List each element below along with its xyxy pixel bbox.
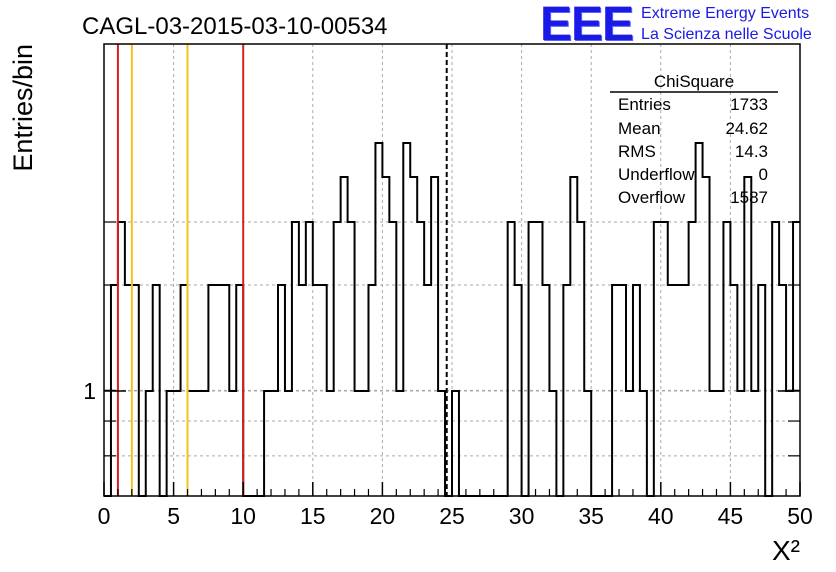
histogram-bin [118,222,125,496]
stats-value: 1587 [730,188,768,207]
histogram-bin [716,391,723,496]
histogram-bin [382,177,389,496]
stats-value: 14.3 [735,142,768,161]
x-tick-label: 35 [578,503,604,529]
histogram-bin [549,391,556,496]
histogram-bin [772,222,779,496]
histogram-bin [355,391,362,496]
stats-label: Underflow [618,165,695,184]
y-tick-label: 1 [83,378,96,404]
stats-label: Overflow [618,188,686,207]
histogram-bin [438,391,445,496]
stats-title: ChiSquare [654,72,734,91]
stats-value: 1733 [730,95,768,114]
x-tick-label: 20 [370,503,396,529]
histogram-bin [786,391,793,496]
histogram-bin [264,391,271,496]
histogram-bin [396,391,403,496]
stats-value: 24.62 [725,119,768,138]
histogram-bin [327,391,334,496]
histogram-bin [584,391,591,496]
histogram-bin [229,391,236,496]
histogram-bin [188,391,195,496]
histogram-bin [723,222,730,496]
eee-logo: EEE Extreme Energy Events La Scienza nel… [540,0,812,51]
x-tick-label: 10 [230,503,256,529]
x-tick-label: 30 [509,503,535,529]
logo-mark: EEE [540,0,634,51]
x-axis-label: X² [772,535,800,566]
logo-line-2: La Scienza nelle Scuole [641,26,812,43]
histogram-bin [508,222,515,496]
logo-line-1: Extreme Energy Events [641,5,810,22]
histogram-bin [201,391,208,496]
histogram-bin [654,222,661,496]
histogram-bin [306,222,313,496]
x-tick-label: 0 [98,503,111,529]
stats-label: Mean [618,119,661,138]
histogram-bin [194,391,201,496]
chart-title: CAGL-03-2015-03-10-00534 [82,13,388,40]
histogram-bin [285,391,292,496]
histogram-bin [577,222,584,496]
histogram-bin [417,222,424,496]
stats-label: RMS [618,142,656,161]
histogram-bin [689,222,696,496]
histogram-bin [389,222,396,496]
histogram-bin [640,391,647,496]
x-tick-label: 45 [718,503,744,529]
histogram-bin [375,143,382,496]
histogram-bin [744,177,751,496]
histogram-bin [174,391,181,496]
histogram-bin [431,177,438,496]
histogram-bin [334,222,341,496]
histogram-bin [737,391,744,496]
stats-label: Entries [618,95,671,114]
histogram-bin [536,222,543,496]
x-tick-label: 25 [439,503,465,529]
histogram-bin [570,177,577,496]
x-tick-label: 40 [648,503,674,529]
logo-text: Extreme Energy Events La Scienza nelle S… [641,3,812,45]
histogram-bin [292,222,299,496]
stats-box: ChiSquare Entries 1733 Mean 24.62 RMS 14… [610,72,778,207]
x-tick-label: 15 [300,503,326,529]
histogram-bin [167,391,174,496]
histogram-bin [661,222,668,496]
x-tick-label: 5 [167,503,180,529]
histogram-bin [696,143,703,496]
histogram-bin [410,177,417,496]
y-axis-label: Entries/bin [8,44,38,172]
histogram-bin [341,177,348,496]
histogram-bin [626,391,633,496]
axis-ticks: 0 5 10 15 20 25 30 35 40 45 50 1 [83,221,813,529]
reference-lines [116,44,448,496]
histogram-bin [362,391,369,496]
histogram-bin [271,391,278,496]
histogram-bin [710,391,717,496]
histogram-bin [703,177,710,496]
histogram-bin [751,391,758,496]
histogram-bin [529,222,536,496]
stats-value: 0 [759,165,768,184]
histogram-bin [146,391,153,496]
x-tick-label: 50 [787,503,813,529]
histogram-bin [403,143,410,496]
histogram-bin [348,222,355,496]
histogram-bin [793,222,800,496]
histogram-bin [452,391,459,496]
